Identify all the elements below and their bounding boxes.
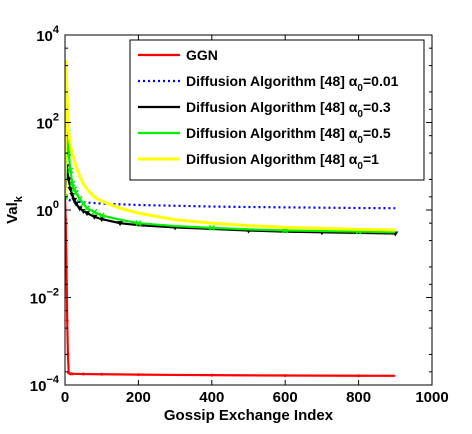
y-tick-label: 104: [36, 24, 60, 45]
data-point: [91, 208, 98, 216]
data-point: [70, 372, 74, 376]
data-point: [73, 201, 80, 207]
legend-label-1: Diffusion Algorithm [48] α0=0.01: [186, 73, 399, 94]
y-tick-label: 10−4: [30, 374, 60, 395]
data-point: [81, 372, 85, 376]
data-point: [91, 214, 98, 220]
x-tick-label: 200: [126, 389, 151, 406]
data-point: [210, 373, 214, 377]
x-axis-title: Gossip Exchange Index: [164, 407, 334, 424]
series-line-4: [65, 59, 396, 232]
legend-label-4: Diffusion Algorithm [48] α0=1: [186, 151, 379, 172]
x-tick-label: 1000: [415, 389, 448, 406]
data-point: [67, 187, 74, 193]
data-point: [65, 218, 68, 222]
x-tick-label: 400: [199, 389, 224, 406]
data-point: [136, 373, 140, 377]
series-4: [65, 59, 396, 232]
y-axis-title: Valk: [4, 195, 25, 224]
data-point: [83, 205, 91, 212]
legend-label-0: GGN: [186, 47, 218, 63]
data-point: [65, 318, 69, 322]
data-point: [69, 180, 76, 187]
series-line-3: [65, 131, 396, 234]
data-point: [98, 212, 105, 219]
series-line-0: [65, 196, 396, 377]
series-line-1: [65, 196, 396, 210]
y-tick-label: 10−2: [30, 287, 59, 308]
data-point: [72, 189, 80, 196]
data-point: [65, 193, 69, 200]
series-1: [65, 196, 396, 210]
axis-layer: 0 200 400 600 800 1000 10−4 10−2 100 102 104: [30, 24, 449, 406]
data-point: [71, 197, 78, 203]
data-point: [76, 195, 83, 202]
data-point: [283, 373, 287, 377]
data-point: [65, 177, 72, 183]
x-tick-label: 800: [346, 389, 371, 406]
y-tick-label: 100: [36, 199, 59, 220]
data-point: [98, 217, 105, 223]
legend-box: [129, 39, 425, 181]
data-point: [117, 221, 124, 227]
data-point: [67, 167, 74, 174]
y-tick-label: 102: [36, 112, 59, 133]
data-point: [357, 374, 361, 378]
legend: GGN Diffusion Algorithm [48] α0=0.01 Diffu…: [129, 39, 425, 181]
x-tick-label: 600: [273, 389, 298, 406]
series-2: [65, 164, 399, 237]
legend-label-2: Diffusion Algorithm [48] α0=0.3: [186, 99, 391, 120]
data-point: [135, 220, 142, 227]
x-tick-label: 0: [61, 389, 69, 406]
data-point: [71, 186, 78, 193]
data-point: [76, 206, 83, 212]
y-axis-title-subscript: k: [13, 195, 25, 202]
series-layer: [65, 59, 399, 378]
y-axis-title-main: Val: [4, 202, 21, 224]
data-point: [84, 211, 91, 217]
legend-label-3: Diffusion Algorithm [48] α0=0.5: [186, 125, 391, 146]
data-point: [100, 372, 104, 376]
data-point: [65, 150, 72, 157]
data-point: [208, 224, 215, 231]
